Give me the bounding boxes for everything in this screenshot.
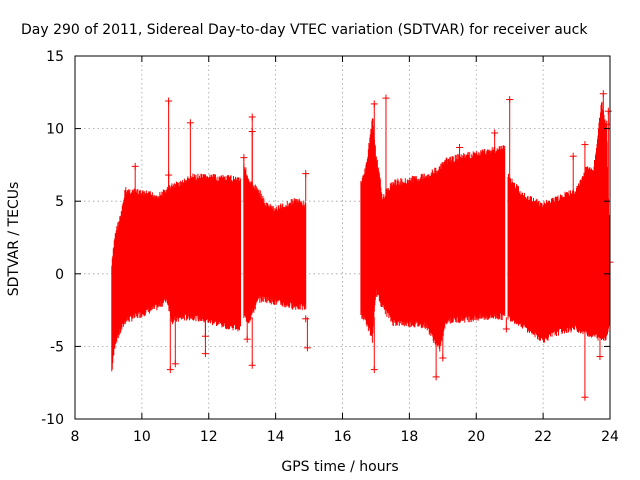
outlier-point xyxy=(370,100,378,202)
outlier-point xyxy=(186,119,194,202)
outlier-point xyxy=(491,129,499,202)
outlier-point xyxy=(240,154,248,202)
outlier-point xyxy=(581,141,589,202)
outlier-point xyxy=(603,120,611,202)
outlier-point xyxy=(243,317,251,343)
outlier-point xyxy=(382,94,390,202)
x-tick-label: 8 xyxy=(71,429,80,445)
outlier-point xyxy=(248,317,256,369)
outlier-point xyxy=(131,162,139,202)
y-tick-label: 15 xyxy=(46,49,64,65)
y-tick-label: -10 xyxy=(41,412,64,428)
outlier-point xyxy=(248,128,256,202)
x-tick-label: 14 xyxy=(267,429,285,445)
envelope-segment xyxy=(507,101,611,343)
x-tick-label: 16 xyxy=(334,429,352,445)
envelope-segment xyxy=(243,163,307,324)
outlier-point xyxy=(165,171,173,202)
outlier-point xyxy=(201,317,209,358)
outlier-point xyxy=(569,152,577,202)
outlier-point xyxy=(432,317,440,381)
y-tick-label: 5 xyxy=(55,194,64,210)
outlier-point xyxy=(171,317,179,368)
data-layer xyxy=(111,90,614,401)
outlier-point xyxy=(506,96,514,202)
outlier-point xyxy=(604,107,612,202)
x-tick-label: 12 xyxy=(200,429,218,445)
outlier-point xyxy=(370,317,378,374)
chart-title: Day 290 of 2011, Sidereal Day-to-day VTE… xyxy=(21,22,588,38)
outlier-point xyxy=(302,315,310,323)
outlier-point xyxy=(439,317,447,362)
x-tick-label: 18 xyxy=(400,429,418,445)
x-tick-label: 24 xyxy=(601,429,619,445)
x-tick-label: 20 xyxy=(467,429,485,445)
x-tick-label: 22 xyxy=(534,429,552,445)
outlier-point xyxy=(166,317,174,374)
axis-ticks: 8 10 12 14 16 18 20 22 24 -10 -5 0 5 10 15 xyxy=(41,49,619,445)
outlier-point xyxy=(599,90,607,202)
y-tick-label: -5 xyxy=(50,339,64,355)
outlier-point xyxy=(303,317,311,352)
outlier-point xyxy=(302,170,310,202)
y-tick-label: 10 xyxy=(46,122,64,138)
y-tick-label: 0 xyxy=(55,267,64,283)
outlier-point xyxy=(581,317,589,401)
outlier-point xyxy=(596,317,604,361)
x-tick-label: 10 xyxy=(133,429,151,445)
outlier-point xyxy=(456,143,464,202)
envelope-segment xyxy=(111,173,242,372)
y-axis-label: SDTVAR / TECUs xyxy=(6,182,22,297)
outlier-point xyxy=(502,317,510,333)
x-axis-label: GPS time / hours xyxy=(281,459,398,475)
envelope-segment xyxy=(360,118,506,352)
